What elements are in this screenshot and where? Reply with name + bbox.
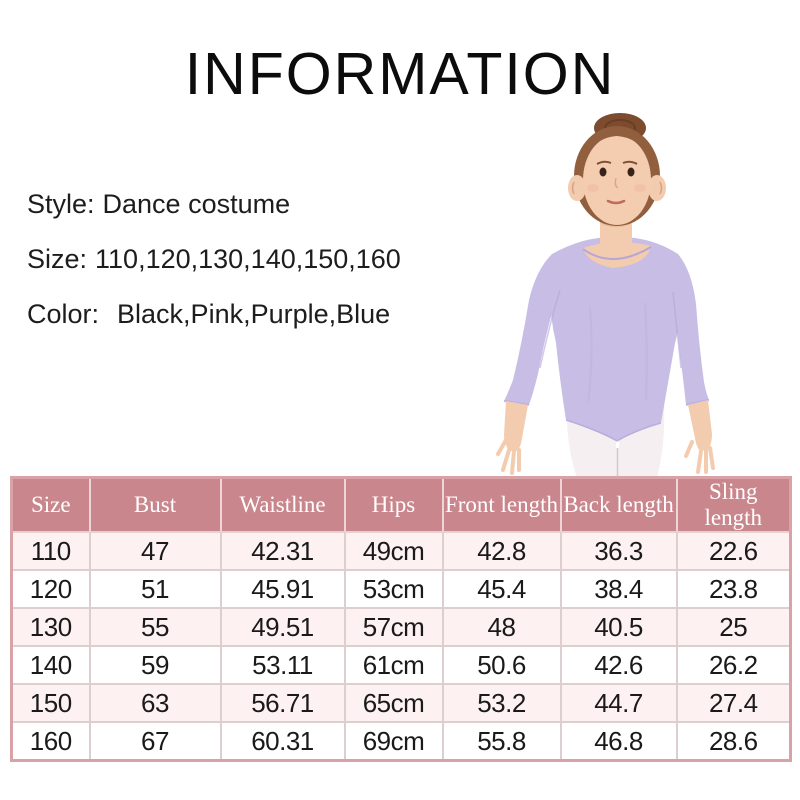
table-cell: 40.5: [559, 607, 678, 647]
column-header-sling-length: Sling length: [675, 477, 791, 533]
table-cell: 51: [88, 569, 222, 609]
column-header-size: Size: [11, 477, 90, 533]
model-face: [583, 135, 651, 225]
table-cell: 59: [88, 645, 222, 685]
table-cell: 53.11: [219, 645, 346, 685]
column-header-bust: Bust: [88, 477, 221, 533]
table-row-120: 120 51 45.91 53cm 45.4 38.4 23.8: [11, 569, 791, 609]
table-row-130: 130 55 49.51 57cm 48 40.5 25: [11, 607, 791, 647]
table-cell: 65cm: [343, 683, 444, 723]
table-cell: 130: [11, 607, 91, 647]
table-cell: 67: [88, 721, 222, 762]
table-cell: 53.2: [441, 683, 562, 723]
table-row-160: 160 67 60.31 69cm 55.8 46.8 28.6: [11, 721, 791, 762]
table-cell: 27.4: [675, 683, 791, 723]
table-cell: 61cm: [343, 645, 444, 685]
size-chart-table: Size Bust Waistline Hips Front length Ba…: [10, 476, 792, 762]
page-title: INFORMATION: [184, 41, 616, 107]
size-chart-header: Size Bust Waistline Hips Front length Ba…: [11, 477, 791, 533]
table-row-110: 110 47 42.31 49cm 42.8 36.3 22.6: [11, 531, 791, 571]
table-cell: 56.71: [219, 683, 346, 723]
model-chest: [582, 241, 652, 268]
table-cell: 60.31: [219, 721, 346, 762]
size-chart-body: 110 47 42.31 49cm 42.8 36.3 22.6 120 51 …: [11, 531, 791, 762]
style-value: Dance costume: [102, 189, 291, 219]
model-leotard: [503, 236, 710, 442]
table-cell: 140: [11, 645, 91, 685]
table-cell: 25: [675, 607, 791, 647]
column-header-front-length: Front length: [441, 477, 561, 533]
column-header-hips: Hips: [343, 477, 443, 533]
model-photo: [496, 113, 715, 478]
header-row: Size Bust Waistline Hips Front length Ba…: [11, 477, 791, 533]
table-cell: 23.8: [675, 569, 791, 609]
size-value: 110,120,130,140,150,160: [95, 244, 401, 274]
table-cell: 47: [88, 531, 222, 571]
style-label: Style:: [27, 189, 95, 219]
table-cell: 42.8: [441, 531, 562, 571]
table-cell: 22.6: [675, 531, 791, 571]
table-cell: 42.31: [219, 531, 346, 571]
table-cell: 150: [11, 683, 91, 723]
table-cell: 110: [11, 531, 91, 571]
table-cell: 49cm: [343, 531, 444, 571]
table-cell: 26.2: [675, 645, 791, 685]
detail-color: Color: Black,Pink,Purple,Blue: [27, 298, 401, 331]
table-cell: 55.8: [441, 721, 562, 762]
table-cell: 53cm: [343, 569, 444, 609]
table-cell: 49.51: [219, 607, 346, 647]
detail-size: Size: 110,120,130,140,150,160: [27, 243, 401, 276]
table-cell: 55: [88, 607, 222, 647]
table-cell: 120: [11, 569, 91, 609]
color-label: Color:: [27, 299, 100, 329]
model-hands: [496, 400, 715, 475]
table-cell: 28.6: [675, 721, 791, 762]
table-cell: 50.6: [441, 645, 562, 685]
table-row-150: 150 63 56.71 65cm 53.2 44.7 27.4: [11, 683, 791, 723]
table-cell: 57cm: [343, 607, 444, 647]
color-value: Black,Pink,Purple,Blue: [117, 299, 391, 329]
table-cell: 42.6: [559, 645, 678, 685]
size-label: Size:: [27, 244, 88, 274]
table-cell: 45.4: [441, 569, 562, 609]
product-details: Style: Dance costume Size: 110,120,130,140…: [27, 188, 401, 353]
table-row-140: 140 59 53.11 61cm 50.6 42.6 26.2: [11, 645, 791, 685]
table-cell: 48: [441, 607, 562, 647]
table-cell: 46.8: [559, 721, 678, 762]
table-cell: 36.3: [559, 531, 678, 571]
table-cell: 38.4: [559, 569, 678, 609]
table-cell: 44.7: [559, 683, 678, 723]
table-cell: 63: [88, 683, 222, 723]
detail-style: Style: Dance costume: [27, 188, 401, 221]
table-cell: 69cm: [343, 721, 444, 762]
column-header-waistline: Waistline: [219, 477, 345, 533]
column-header-back-length: Back length: [559, 477, 677, 533]
table-cell: 45.91: [219, 569, 346, 609]
model-head: [568, 113, 666, 251]
table-cell: 160: [11, 721, 91, 762]
